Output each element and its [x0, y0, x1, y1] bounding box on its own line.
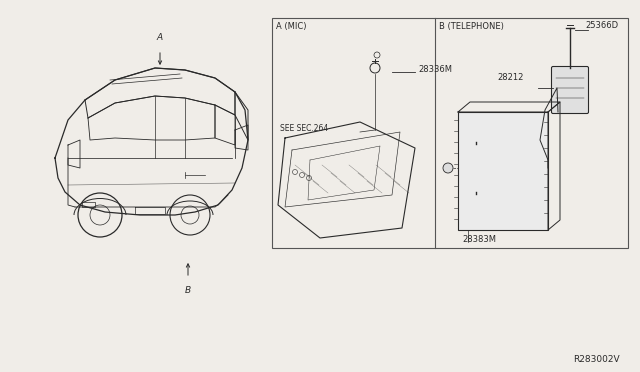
Text: B: B: [185, 286, 191, 295]
Text: 28383M: 28383M: [462, 235, 496, 244]
Circle shape: [443, 163, 453, 173]
Text: 25366D: 25366D: [585, 20, 618, 29]
Text: R283002V: R283002V: [573, 355, 620, 364]
Bar: [458, 112, 548, 230]
FancyBboxPatch shape: [552, 67, 589, 113]
Bar: [272, 18, 628, 248]
Text: SEE SEC.264: SEE SEC.264: [280, 124, 328, 133]
Text: 28336M: 28336M: [418, 64, 452, 74]
Text: A: A: [157, 33, 163, 42]
Text: B (TELEPHONE): B (TELEPHONE): [439, 22, 504, 31]
Text: A (MIC): A (MIC): [276, 22, 307, 31]
Text: 28212: 28212: [498, 74, 524, 83]
